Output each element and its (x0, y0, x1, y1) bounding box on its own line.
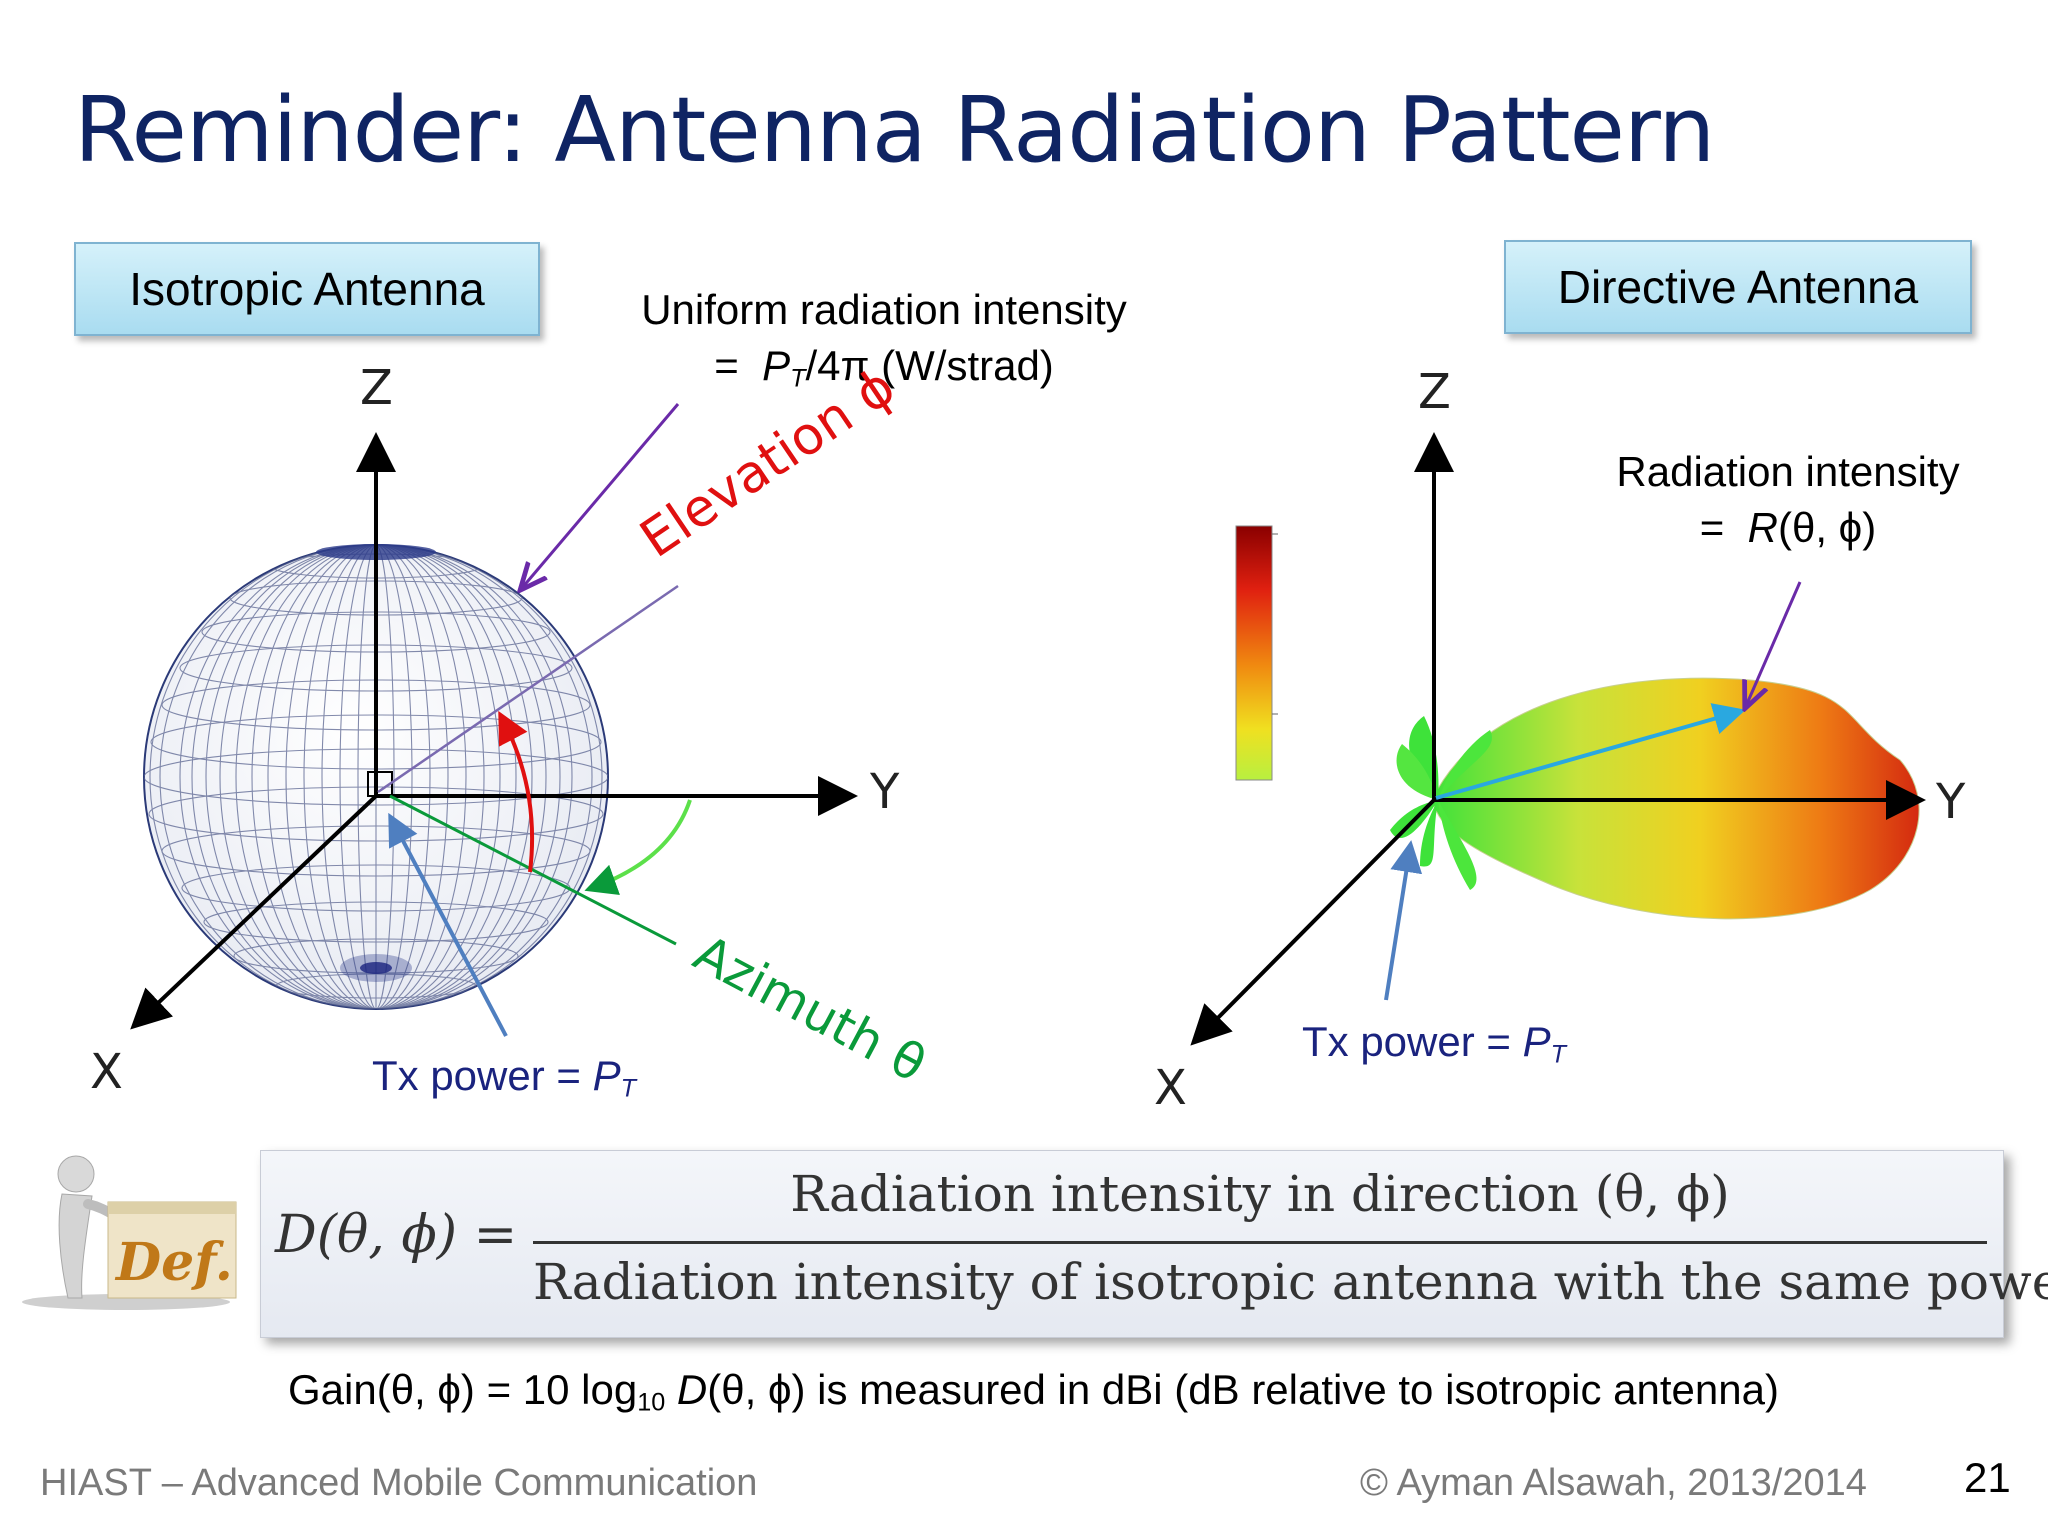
footer-copyright: © Ayman Alsawah, 2013/2014 (1360, 1462, 1867, 1504)
left-z-label: Z (360, 360, 393, 416)
fraction-bar (533, 1241, 1987, 1244)
right-tx-subscript: T (1550, 1040, 1566, 1069)
page-title: Reminder: Antenna Radiation Pattern (74, 78, 1715, 183)
left-x-label: X (90, 1044, 123, 1100)
gain-part2: (θ, ϕ) is measured in dBi (dB relative t… (707, 1366, 1779, 1413)
radiation-intensity-pointer (1746, 581, 1802, 706)
right-axes (1190, 432, 1926, 1046)
def-figure-icon (22, 1155, 237, 1310)
pt-subscript: T (790, 364, 806, 393)
definition-lhs: D(θ, ϕ) = (275, 1205, 518, 1265)
antenna-diagram (130, 403, 1926, 1046)
uniform-intensity-pointer (522, 403, 680, 588)
right-tx-symbol: P (1522, 1018, 1551, 1065)
left-tx-pointer (388, 812, 508, 1037)
radiation-intensity-note: Radiation intensity = R(θ, ϕ) (1588, 448, 1988, 552)
left-y-label: Y (870, 764, 900, 820)
uniform-intensity-note: Uniform radiation intensity = PT/4π (W/s… (586, 286, 1182, 393)
elevation-arc (498, 710, 535, 873)
radiation-intensity-line2: = R(θ, ϕ) (1588, 504, 1988, 552)
definition-numerator: Radiation intensity in direction (θ, ϕ) (790, 1165, 1730, 1223)
azimuth-arc (584, 799, 692, 895)
definition-box: D(θ, ϕ) = Radiation intensity in directi… (260, 1150, 2048, 1338)
radiation-vector (1435, 703, 1746, 800)
azimuth-line (389, 794, 677, 946)
left-tx-power: Tx power = PT (372, 1052, 636, 1103)
r-symbol: R (1747, 504, 1778, 551)
left-tx-subscript: T (620, 1074, 636, 1103)
right-y-label: Y (1936, 774, 1966, 830)
right-tx-text: Tx power = (1302, 1018, 1523, 1065)
gain-part1: Gain(θ, ϕ) = 10 log (288, 1366, 638, 1413)
right-tx-pointer (1384, 840, 1423, 1001)
eq-sign: = (714, 342, 739, 389)
r-args: (θ, ϕ) (1778, 504, 1877, 551)
uniform-intensity-line1: Uniform radiation intensity (641, 286, 1127, 333)
right-x-label: X (1154, 1060, 1187, 1116)
directive-antenna-label-text: Directive Antenna (1557, 261, 1919, 313)
definition-icon: Def. (16, 1152, 242, 1312)
isotropic-antenna-label: Isotropic Antenna (74, 242, 540, 336)
left-axes (130, 432, 858, 1030)
r-eq-sign: = (1699, 504, 1725, 551)
isotropic-antenna-label-text: Isotropic Antenna (129, 263, 485, 315)
right-tx-power: Tx power = PT (1302, 1018, 1566, 1069)
def-icon-text: Def. (116, 1232, 233, 1293)
left-direction-line (377, 584, 679, 794)
radiation-intensity-line1: Radiation intensity (1616, 448, 1960, 495)
right-z-label: Z (1418, 364, 1451, 420)
definition-denominator: Radiation intensity of isotropic antenna… (533, 1253, 2048, 1311)
directive-antenna-label: Directive Antenna (1504, 240, 1972, 334)
pt-symbol: P (762, 342, 791, 389)
left-tx-symbol: P (592, 1052, 621, 1099)
gain-definition: Gain(θ, ϕ) = 10 log10 D(θ, ϕ) is measure… (288, 1366, 1779, 1417)
uniform-intensity-formula: /4π (W/strad) (805, 342, 1054, 389)
gain-log-subscript: 10 (637, 1388, 666, 1417)
footer-course: HIAST – Advanced Mobile Communication (40, 1462, 758, 1504)
gain-d-symbol: D (676, 1366, 708, 1413)
right-x-axis (1190, 798, 1436, 1046)
page-number: 21 (1964, 1454, 2011, 1501)
intensity-colorbar (1235, 525, 1273, 781)
left-x-axis (130, 794, 378, 1030)
uniform-intensity-line2: = PT/4π (W/strad) (586, 342, 1182, 393)
left-tx-text: Tx power = (372, 1052, 593, 1099)
